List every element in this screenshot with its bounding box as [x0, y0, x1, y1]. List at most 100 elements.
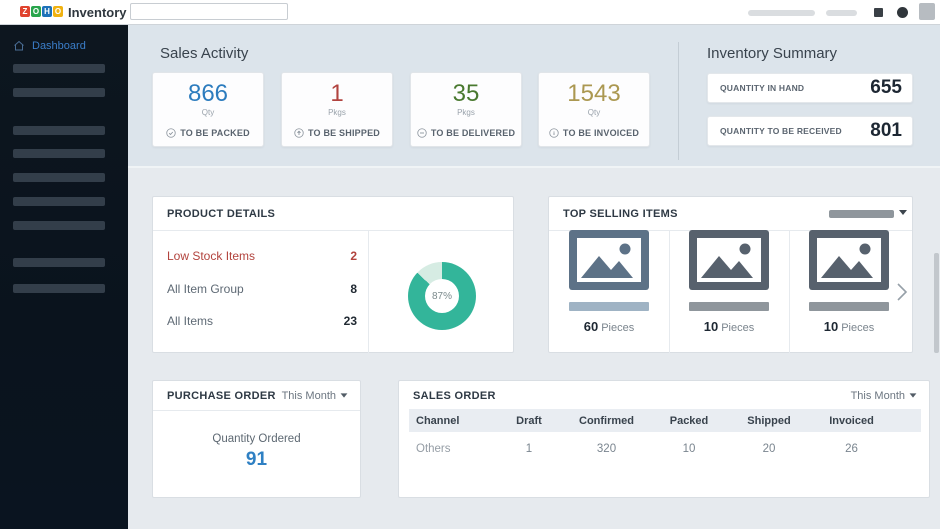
app-switcher[interactable]: Inventory — [68, 5, 140, 20]
donut-center-label: 87% — [425, 279, 459, 313]
notifications-icon[interactable] — [897, 7, 908, 18]
top-selling-item[interactable]: 60 Pieces — [549, 230, 669, 350]
item-name-placeholder — [689, 302, 769, 311]
sidebar-item-dashboard[interactable]: Dashboard — [0, 35, 128, 57]
scrollbar-thumb[interactable] — [934, 253, 939, 353]
logo-tile: O — [31, 6, 41, 17]
topbar: Z O H O Inventory — [0, 0, 940, 25]
table-cell: Others — [416, 443, 451, 455]
panel-divider — [789, 231, 790, 353]
all-items-row[interactable]: All Items 23 — [167, 314, 357, 328]
logo-tile: H — [42, 6, 52, 17]
detail-value: 23 — [343, 314, 357, 328]
low-stock-items-row[interactable]: Low Stock Items 2 — [167, 249, 357, 263]
card-unit: Qty — [201, 108, 215, 117]
sales-order-panel: SALES ORDER This Month Channel Draft Con… — [398, 380, 930, 498]
table-cell: 320 — [596, 443, 617, 455]
top-selling-items-panel: TOP SELLING ITEMS 60 Pieces 10 Pieces 10 Pi… — [548, 196, 913, 353]
card-value: 1 — [330, 80, 344, 107]
chevron-down-icon — [909, 392, 917, 398]
item-qty: 10 — [823, 319, 839, 334]
inventory-summary-title: Inventory Summary — [707, 45, 838, 62]
image-placeholder-icon — [809, 230, 889, 290]
sidebar-item-placeholder[interactable] — [13, 126, 105, 135]
panel-title: SALES ORDER — [413, 390, 496, 402]
logo-tile: O — [53, 6, 63, 17]
avatar[interactable] — [919, 3, 935, 20]
column-header: Invoiced — [829, 414, 874, 427]
item-unit: Pieces — [601, 322, 635, 334]
card-value: 866 — [187, 80, 229, 107]
top-selling-item[interactable]: 10 Pieces — [669, 230, 789, 350]
summary-value: 655 — [870, 77, 902, 98]
summary-label: QUANTITY TO BE RECEIVED — [720, 126, 842, 136]
chevron-right-icon — [897, 283, 908, 301]
table-cell: 10 — [682, 443, 696, 455]
sidebar-item-label: Dashboard — [32, 40, 86, 52]
detail-value: 2 — [350, 249, 357, 263]
quantity-to-be-received-row: QUANTITY TO BE RECEIVED 801 — [707, 116, 913, 146]
period-label: This Month — [281, 390, 336, 402]
item-name-placeholder — [809, 302, 889, 311]
carousel-next-button[interactable] — [896, 282, 908, 307]
check-circle-icon — [166, 128, 176, 138]
metric-value: 91 — [245, 449, 268, 470]
metric-label: Quantity Ordered — [212, 433, 301, 445]
image-placeholder-icon — [569, 230, 649, 290]
sidebar: Dashboard — [0, 25, 128, 529]
chevron-down-icon — [340, 392, 348, 398]
card-status-label: TO BE DELIVERED — [430, 128, 516, 138]
sales-order-table-row: Others 1 320 10 20 26 — [409, 439, 921, 459]
purchase-order-panel: PURCHASE ORDER This Month Quantity Order… — [152, 380, 361, 498]
card-to-be-shipped[interactable]: 1 Pkgs TO BE SHIPPED — [281, 72, 393, 147]
sidebar-item-placeholder[interactable] — [13, 88, 105, 97]
panel-title: TOP SELLING ITEMS — [563, 208, 678, 220]
detail-value: 8 — [350, 282, 357, 296]
sidebar-item-placeholder[interactable] — [13, 221, 105, 230]
item-unit: Pieces — [841, 322, 875, 334]
sales-order-table-header: Channel Draft Confirmed Packed Shipped I… — [409, 409, 921, 432]
sidebar-item-placeholder[interactable] — [13, 149, 105, 158]
sidebar-item-placeholder[interactable] — [13, 64, 105, 73]
period-label: This Month — [850, 390, 905, 402]
card-value: 35 — [452, 80, 480, 107]
card-unit: Pkgs — [457, 108, 475, 117]
chevron-down-icon — [899, 210, 907, 215]
item-name-placeholder — [569, 302, 649, 311]
detail-label: All Item Group — [167, 282, 244, 296]
column-header: Draft — [516, 414, 542, 427]
item-unit: Pieces — [721, 322, 755, 334]
period-dropdown[interactable]: This Month — [282, 390, 348, 402]
card-status-label: TO BE SHIPPED — [308, 128, 380, 138]
table-cell: 26 — [845, 443, 858, 455]
card-to-be-delivered[interactable]: 35 Pkgs TO BE DELIVERED — [410, 72, 522, 147]
table-cell: 20 — [762, 443, 776, 455]
period-dropdown[interactable]: This Month — [851, 390, 917, 402]
sidebar-item-placeholder[interactable] — [13, 284, 105, 293]
all-item-group-row[interactable]: All Item Group 8 — [167, 282, 357, 296]
sidebar-item-placeholder[interactable] — [13, 197, 105, 206]
section-divider — [678, 42, 679, 160]
product-details-panel: PRODUCT DETAILS Low Stock Items 2 All It… — [152, 196, 627, 353]
filter-dropdown[interactable] — [829, 210, 894, 218]
summary-value: 801 — [870, 120, 902, 141]
detail-label: All Items — [167, 314, 214, 328]
minus-circle-icon — [417, 128, 427, 138]
summary-label: QUANTITY IN HAND — [720, 83, 805, 93]
topbar-blurred-text — [826, 10, 857, 16]
card-to-be-packed[interactable]: 866 Qty TO BE PACKED — [152, 72, 264, 147]
top-selling-item[interactable]: 10 Pieces — [789, 230, 909, 350]
column-header: Packed — [669, 414, 709, 427]
sidebar-item-placeholder[interactable] — [13, 173, 105, 182]
column-header: Channel — [416, 414, 460, 427]
panel-divider — [669, 231, 670, 353]
home-icon — [14, 40, 24, 51]
card-to-be-invoiced[interactable]: 1543 Qty TO BE INVOICED — [538, 72, 650, 147]
quantity-in-hand-row: QUANTITY IN HAND 655 — [707, 73, 913, 103]
search-input[interactable] — [130, 3, 288, 20]
zoho-logo[interactable]: Z O H O — [20, 6, 64, 17]
apps-grid-icon[interactable] — [874, 8, 883, 17]
sidebar-item-placeholder[interactable] — [13, 258, 105, 267]
panel-title: PRODUCT DETAILS — [167, 208, 276, 220]
